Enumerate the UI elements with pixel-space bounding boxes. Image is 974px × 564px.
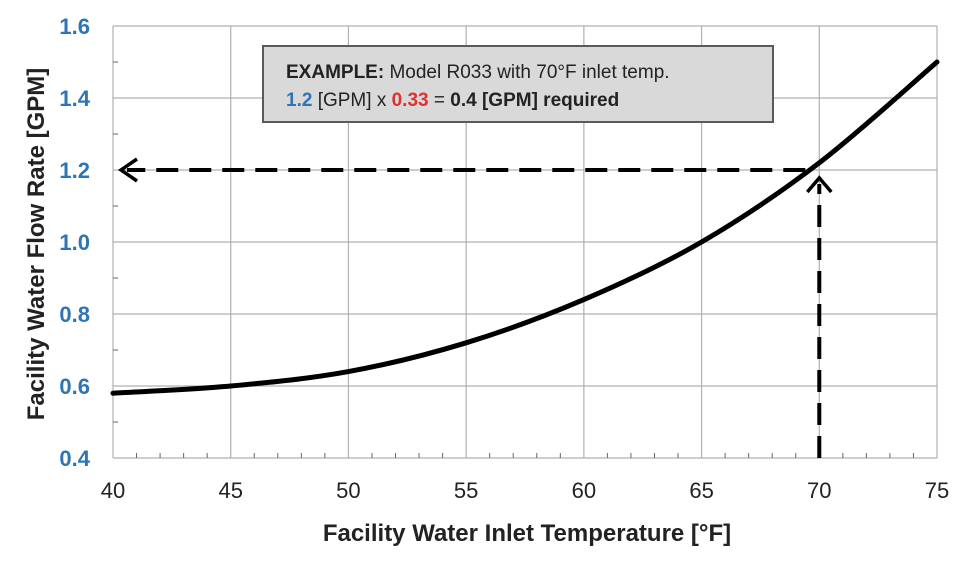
guide-up-arrowhead xyxy=(805,175,833,194)
y-tick-label: 1.6 xyxy=(59,14,90,39)
y-tick-label: 1.2 xyxy=(59,158,90,183)
x-axis-label: Facility Water Inlet Temperature [°F] xyxy=(323,520,731,547)
x-tick-label: 75 xyxy=(925,478,949,503)
x-tick-label: 60 xyxy=(572,478,596,503)
example-result: 0.4 [GPM] required xyxy=(450,90,620,111)
y-tick-label: 0.8 xyxy=(59,302,90,327)
y-tick-label: 1.0 xyxy=(59,230,90,255)
y-axis-label: Facility Water Flow Rate [GPM] xyxy=(23,68,50,421)
example-flow-value: 1.2 xyxy=(286,90,313,111)
x-tick-labels: 40 45 50 55 60 65 70 75 xyxy=(101,478,949,503)
y-tick-label: 0.6 xyxy=(59,374,90,399)
minor-ticks xyxy=(113,61,914,458)
x-tick-label: 40 xyxy=(101,478,125,503)
example-line-1: EXAMPLE: Model R033 with 70°F inlet temp… xyxy=(286,59,772,87)
example-annotation-box: EXAMPLE: Model R033 with 70°F inlet temp… xyxy=(262,45,774,123)
example-line-2: 1.2 [GPM] x 0.33 = 0.4 [GPM] required xyxy=(286,87,772,115)
example-text: Model R033 with 70°F inlet temp. xyxy=(389,62,670,83)
example-factor: 0.33 xyxy=(391,90,429,111)
x-tick-label: 45 xyxy=(218,478,242,503)
guide-left-arrowhead xyxy=(117,157,138,183)
x-tick-label: 55 xyxy=(454,478,478,503)
example-guide-lines xyxy=(117,157,833,458)
x-tick-label: 70 xyxy=(807,478,831,503)
y-tick-label: 1.4 xyxy=(59,86,90,111)
example-label: EXAMPLE: xyxy=(286,62,385,83)
x-tick-label: 50 xyxy=(336,478,360,503)
y-tick-label: 0.4 xyxy=(59,446,90,471)
series xyxy=(110,59,940,396)
y-tick-labels: 0.4 0.6 0.8 1.0 1.2 1.4 1.6 xyxy=(59,14,90,471)
series-line xyxy=(110,59,940,396)
example-equals: = xyxy=(433,90,445,111)
example-flow-unit: [GPM] x xyxy=(317,90,387,111)
x-tick-label: 65 xyxy=(689,478,713,503)
